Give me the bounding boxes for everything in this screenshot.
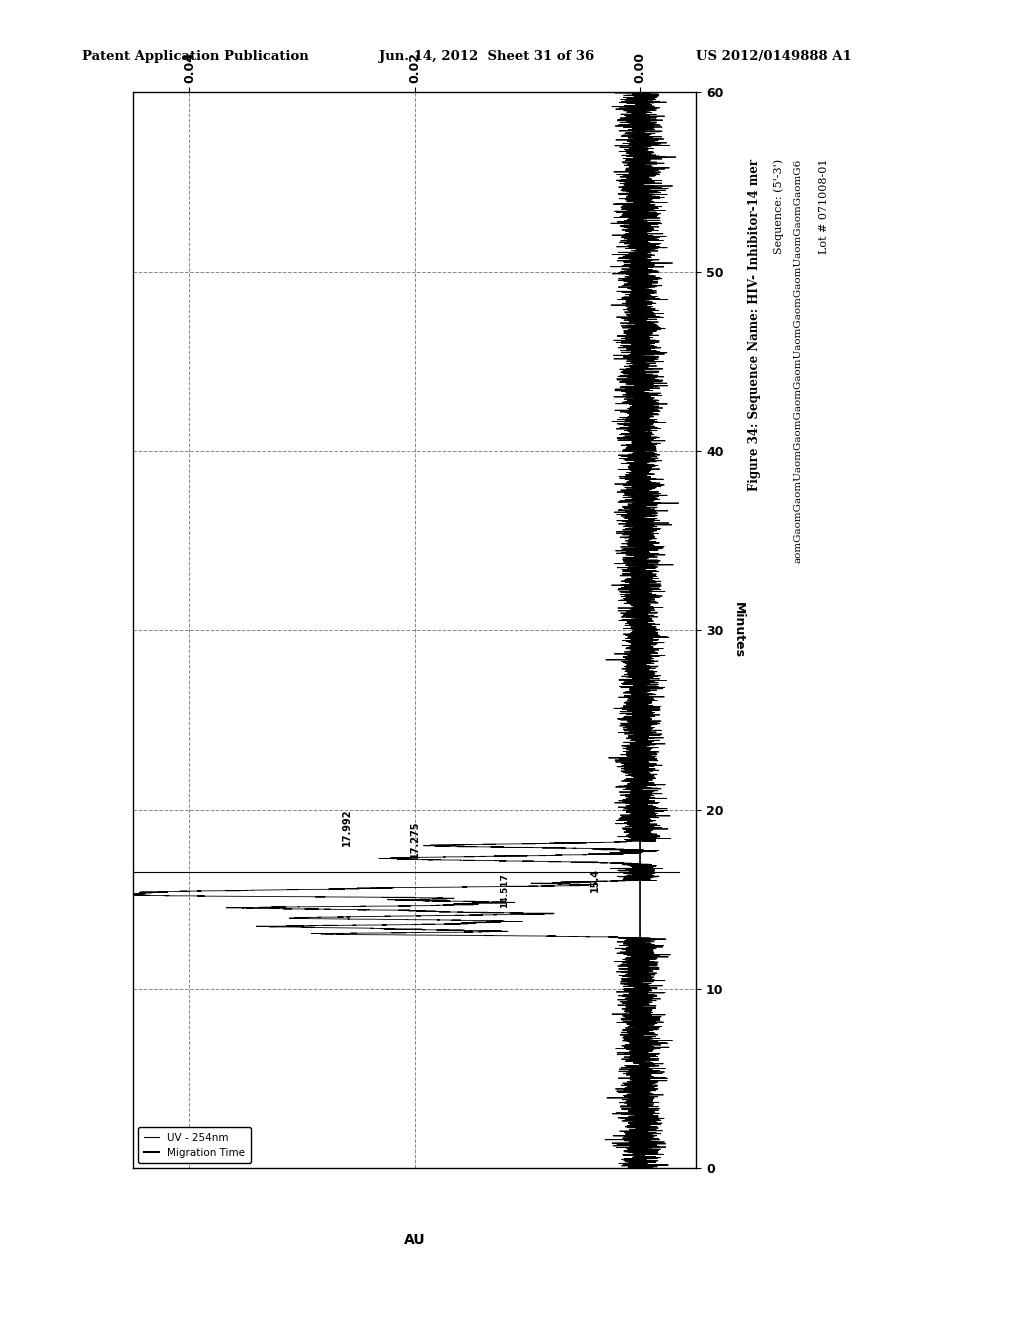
Text: Jun. 14, 2012  Sheet 31 of 36: Jun. 14, 2012 Sheet 31 of 36	[379, 50, 594, 63]
Text: 17.275: 17.275	[410, 821, 420, 858]
Legend: UV - 254nm, Migration Time: UV - 254nm, Migration Time	[138, 1127, 251, 1163]
Y-axis label: Minutes: Minutes	[731, 602, 744, 659]
Text: US 2012/0149888 A1: US 2012/0149888 A1	[696, 50, 852, 63]
Text: 15.4: 15.4	[590, 869, 600, 892]
Text: 17.992: 17.992	[342, 808, 352, 846]
Text: Patent Application Publication: Patent Application Publication	[82, 50, 308, 63]
Text: AU: AU	[403, 1233, 426, 1247]
Text: 14.517: 14.517	[501, 873, 509, 908]
Text: Lot # 071008-01: Lot # 071008-01	[819, 158, 829, 253]
Text: Sequence: (5'-3'): Sequence: (5'-3')	[773, 158, 783, 253]
Text: aomGaomGaomUaomGaomGaomGaomUaomGaomGaomUaomGaomGaomG6: aomGaomGaomUaomGaomGaomGaomUaomGaomGaomU…	[794, 158, 803, 562]
Text: Figure 34: Sequence Name: HIV- Inhibitor-14 mer: Figure 34: Sequence Name: HIV- Inhibitor…	[748, 158, 761, 491]
